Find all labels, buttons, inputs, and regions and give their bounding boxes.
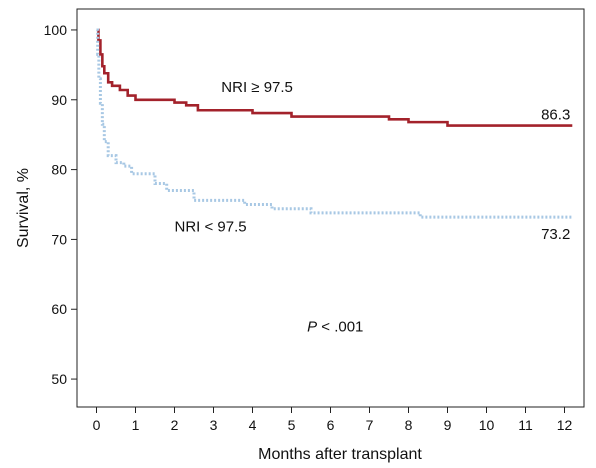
- y-axis-label: Survival, %: [15, 168, 32, 248]
- x-tick-label: 5: [288, 417, 296, 433]
- x-tick-label: 10: [479, 417, 495, 433]
- survival-line-nri-low: [96, 28, 573, 219]
- y-axis-ticks: 50 60 70 80 90 100: [44, 22, 77, 387]
- x-tick-label: 7: [366, 417, 374, 433]
- x-tick-label: 8: [405, 417, 413, 433]
- x-axis-label: Months after transplant: [258, 446, 422, 463]
- x-tick-label: 6: [327, 417, 335, 433]
- p-value-annotation: P < .001: [307, 319, 363, 336]
- x-tick-label: 2: [171, 417, 179, 433]
- x-tick-label: 0: [93, 417, 101, 433]
- y-tick-label: 50: [51, 371, 67, 387]
- y-tick-label: 70: [51, 231, 67, 247]
- y-tick-label: 60: [51, 301, 67, 317]
- survival-line-nri-high: [96, 28, 573, 127]
- series-layer: 86.3 73.2: [96, 28, 573, 243]
- x-tick-label: 3: [210, 417, 218, 433]
- group-annotation: NRI ≥ 97.5: [221, 79, 293, 96]
- group-annotation: NRI < 97.5: [175, 219, 247, 236]
- y-tick-label: 80: [51, 162, 67, 178]
- x-tick-label: 9: [444, 417, 452, 433]
- series-end-label: 73.2: [541, 226, 570, 243]
- y-tick-label: 100: [44, 22, 68, 38]
- x-tick-label: 11: [518, 417, 533, 433]
- y-tick-label: 90: [51, 92, 67, 108]
- annotations-layer: NRI ≥ 97.5 NRI < 97.5 P < .001: [175, 79, 364, 335]
- series-end-label: 86.3: [541, 107, 570, 124]
- x-tick-label: 4: [249, 417, 257, 433]
- plot-frame: [76, 8, 585, 408]
- x-axis-ticks: 0 1 2 3 4 5 6 7 8 9 10 11 12: [93, 407, 573, 433]
- x-tick-label: 1: [132, 417, 140, 433]
- x-tick-label: 12: [557, 417, 573, 433]
